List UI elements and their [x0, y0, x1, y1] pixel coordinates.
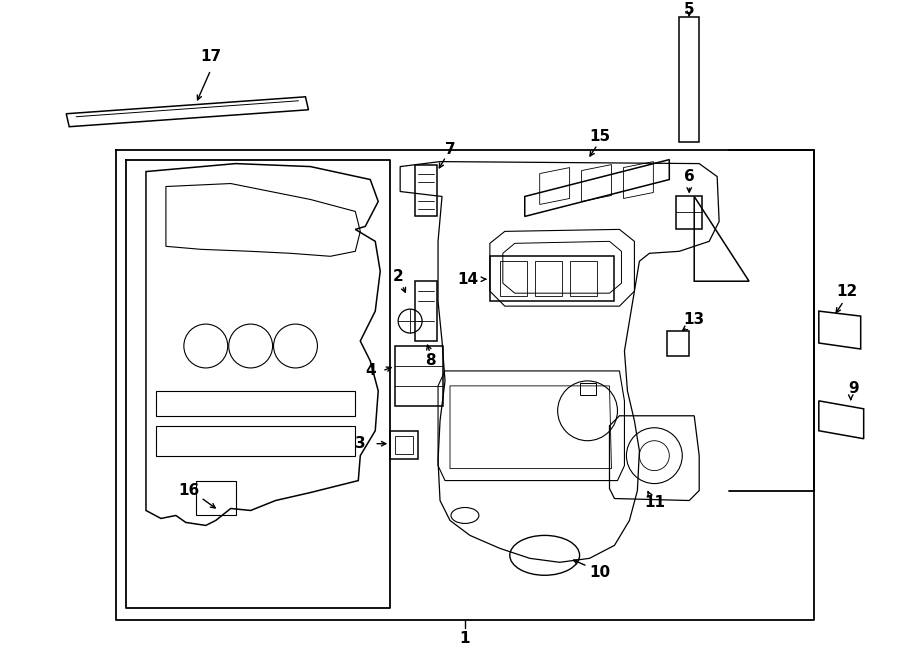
Text: 17: 17 — [200, 50, 221, 64]
Text: 16: 16 — [178, 483, 200, 498]
Text: 6: 6 — [684, 169, 695, 184]
Text: 4: 4 — [364, 364, 375, 379]
Text: 9: 9 — [849, 381, 859, 397]
Text: 10: 10 — [589, 564, 610, 580]
Text: 12: 12 — [836, 284, 858, 299]
Text: 7: 7 — [445, 142, 455, 157]
Text: 2: 2 — [392, 269, 403, 284]
Text: 5: 5 — [684, 1, 695, 17]
Text: 11: 11 — [644, 495, 665, 510]
Text: 14: 14 — [457, 272, 479, 287]
Text: 1: 1 — [460, 631, 470, 646]
Text: 13: 13 — [684, 311, 705, 327]
Text: 3: 3 — [355, 436, 365, 451]
Text: 15: 15 — [589, 129, 610, 144]
Text: 8: 8 — [425, 354, 436, 368]
